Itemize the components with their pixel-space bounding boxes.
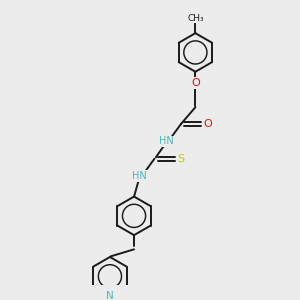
- Text: O: O: [191, 78, 200, 88]
- Text: N: N: [106, 291, 114, 300]
- Text: S: S: [178, 154, 184, 164]
- Text: CH₃: CH₃: [187, 14, 204, 22]
- Text: HN: HN: [132, 171, 147, 181]
- Text: O: O: [203, 119, 212, 129]
- Text: HN: HN: [159, 136, 174, 146]
